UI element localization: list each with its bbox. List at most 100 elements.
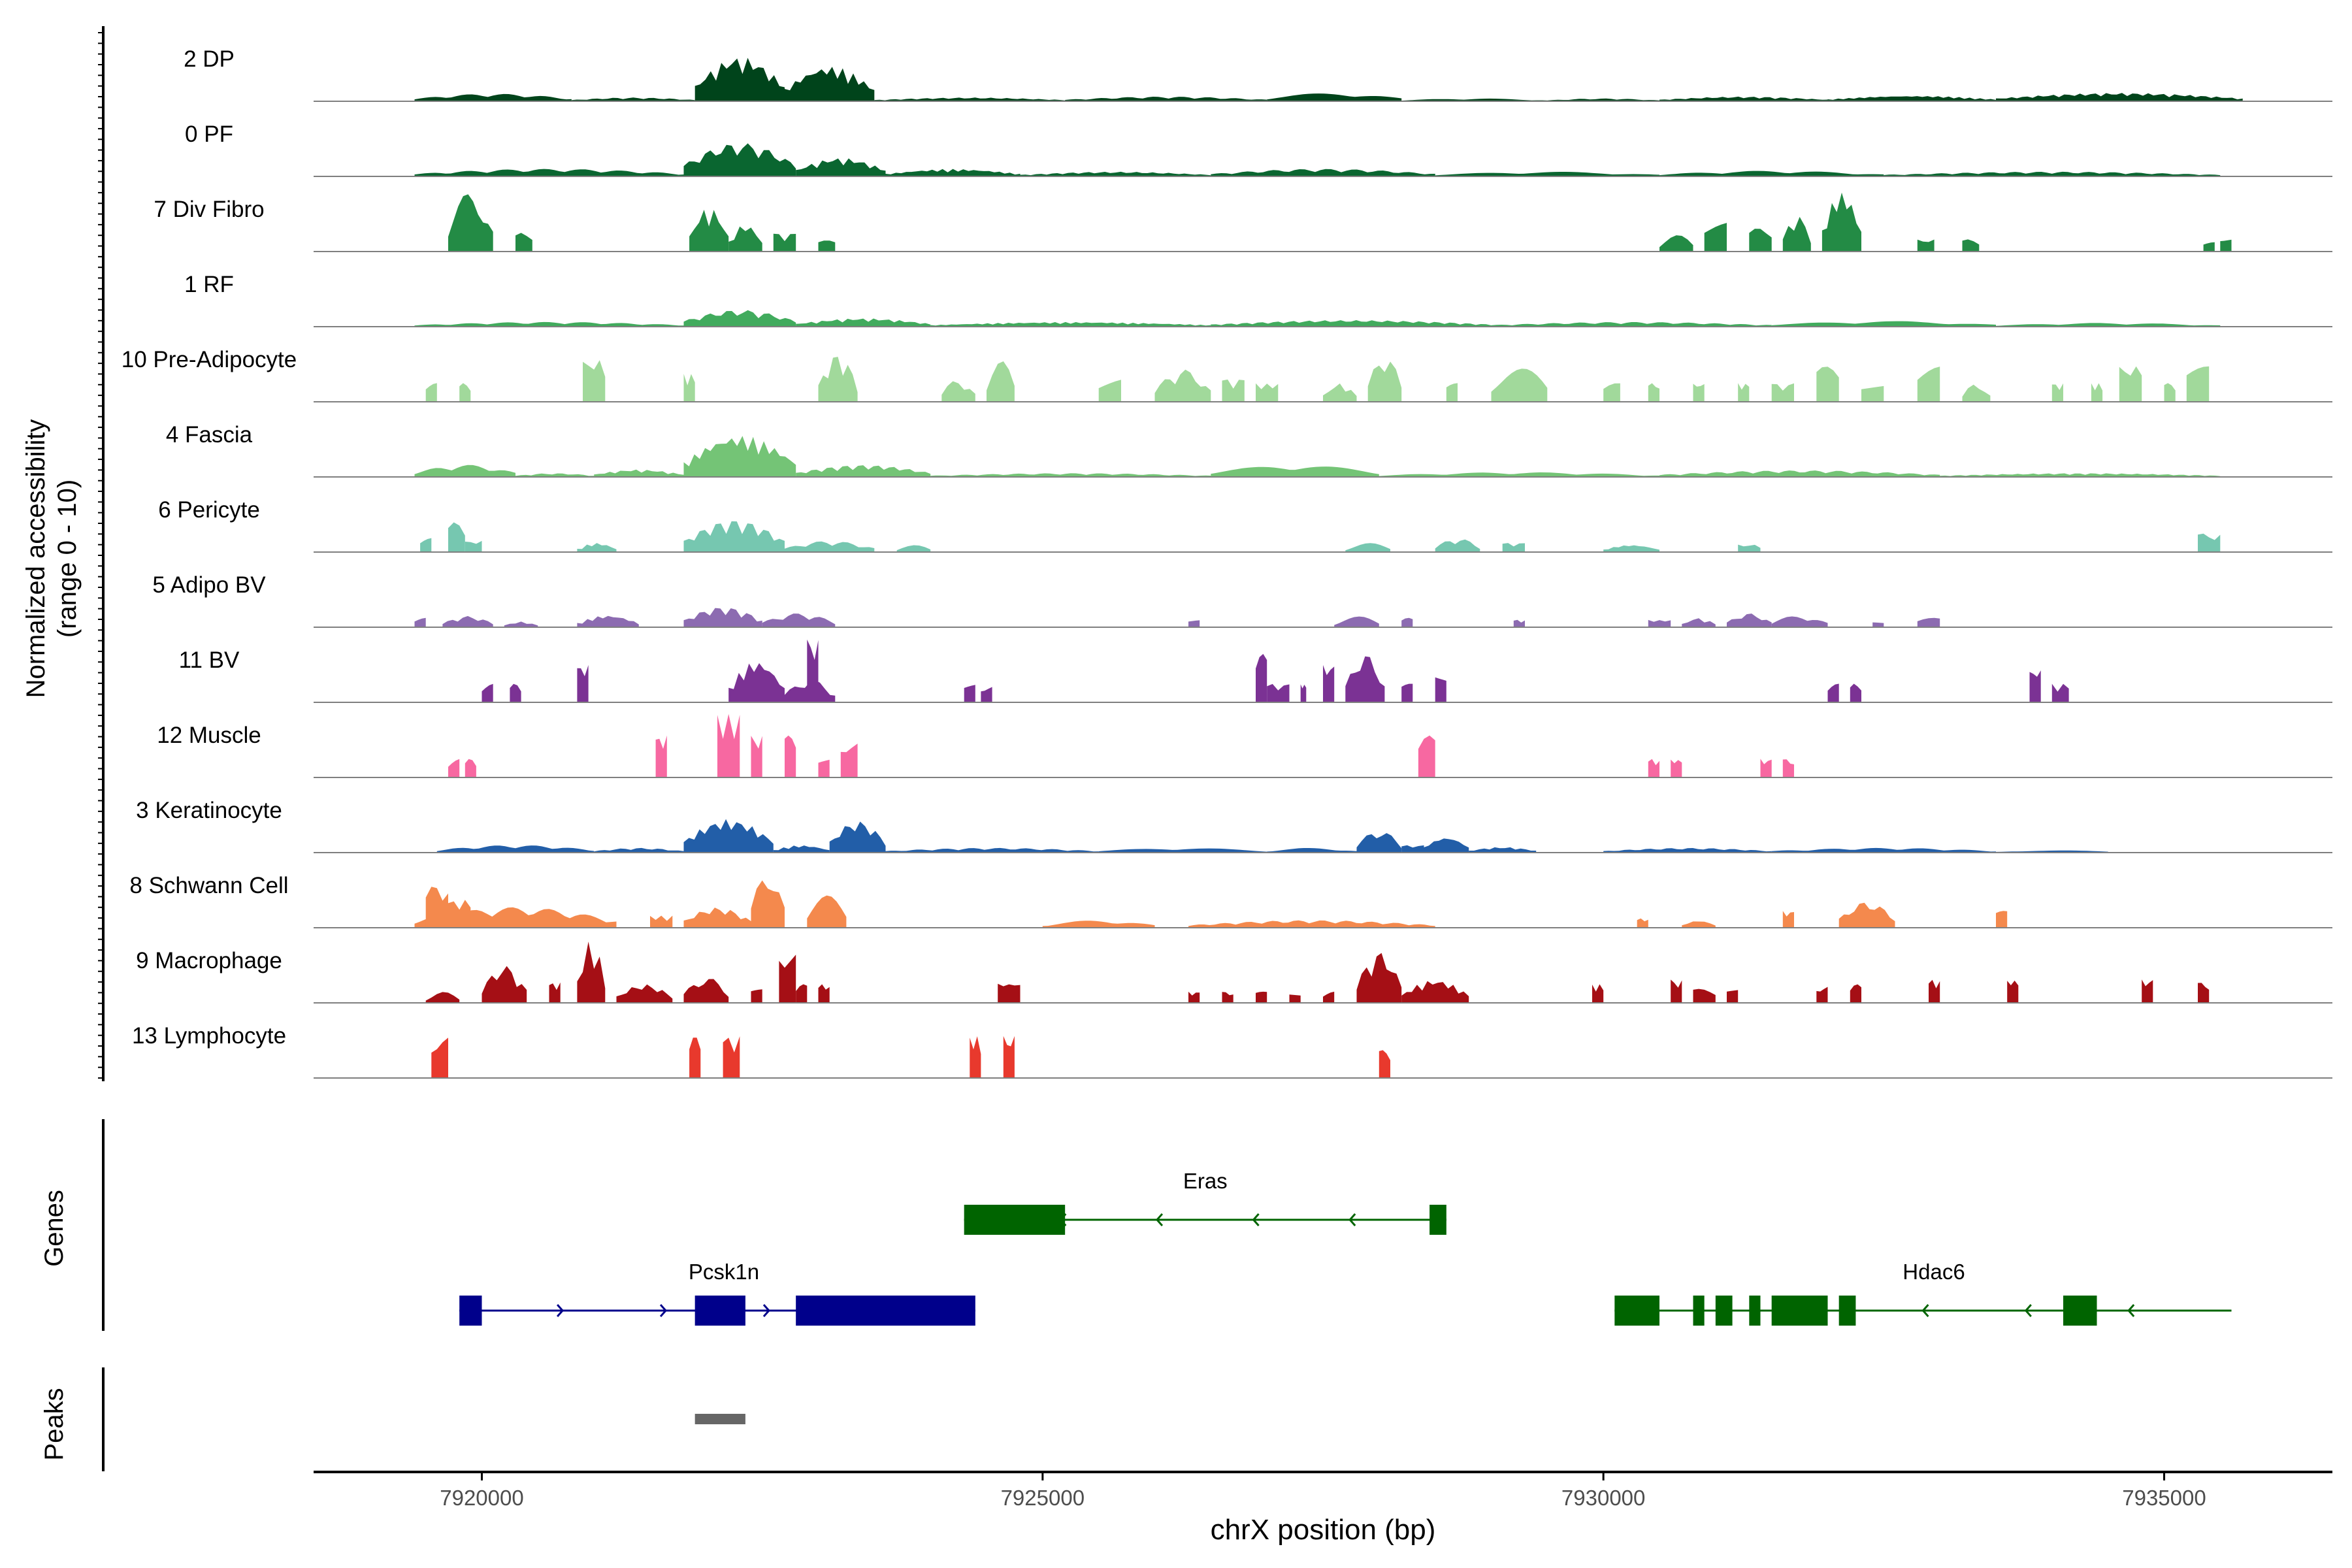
coverage-peak: [1648, 383, 1659, 402]
coverage-peak: [981, 687, 992, 702]
coverage-peak: [448, 900, 471, 928]
coverage-peak: [683, 310, 796, 327]
coverage-peak: [796, 465, 931, 477]
coverage-peak: [1659, 171, 1884, 176]
coverage-peak: [818, 240, 836, 252]
coverage-peak: [425, 992, 460, 1003]
coverage-peak: [1861, 385, 1884, 402]
coverage-peak: [683, 436, 796, 477]
coverage-peak: [1356, 953, 1402, 1003]
coverage-peak: [655, 735, 667, 777]
coverage-peak: [1827, 683, 1839, 702]
coverage-peak: [818, 759, 830, 777]
coverage-peak: [1682, 618, 1716, 627]
coverage-peak: [577, 664, 589, 702]
strand-arrow-icon: [556, 1304, 564, 1317]
coverage-peak: [2203, 242, 2215, 252]
coverage-peak: [1816, 987, 1828, 1003]
coverage-peak: [1872, 622, 1884, 627]
coverage-peak: [577, 615, 639, 627]
coverage-peak: [577, 543, 617, 552]
gene-name-label: Hdac6: [1903, 1260, 1965, 1284]
coverage-peak: [689, 1037, 701, 1078]
coverage-peak: [773, 845, 830, 853]
coverage-peak: [964, 685, 975, 702]
coverage-peak: [751, 989, 762, 1003]
coverage-peak: [1603, 545, 1659, 552]
coverage-peak: [1446, 383, 1458, 402]
coverage-peak: [818, 357, 858, 402]
gene-eras: Eras: [964, 1169, 1446, 1235]
coverage-peak: [1592, 984, 1604, 1003]
coverage-peak: [1334, 616, 1379, 627]
coverage-peak: [1211, 320, 1492, 327]
coverage-peak: [414, 465, 515, 477]
coverage-peak: [1379, 472, 1659, 477]
coverage-peak: [420, 538, 432, 552]
track-3-keratinocyte: 3 Keratinocyte: [136, 798, 2332, 853]
coverage-peak: [2220, 239, 2232, 252]
track-11-bv: 11 BV: [179, 639, 2332, 703]
gene-exon: [1614, 1296, 1659, 1326]
y-axis-label: Normalized accessibility: [22, 419, 50, 698]
coverage-peak: [818, 984, 830, 1003]
coverage-peak: [515, 473, 595, 477]
coverage-peak: [1771, 321, 1996, 327]
coverage-peak: [1401, 98, 1548, 101]
coverage-peak: [425, 887, 448, 928]
coverage-peak: [1435, 172, 1659, 176]
coverage-peak: [414, 321, 684, 327]
coverage-peak: [1435, 677, 1446, 702]
genes-panel: Genes Eras Pcsk1n Hdac6: [40, 1119, 2232, 1331]
gene-exon: [2063, 1296, 2097, 1326]
track-label: 13 Lymphocyte: [132, 1023, 286, 1049]
track-8-schwann-cell: 8 Schwann Cell: [129, 873, 2332, 928]
coverage-peak: [549, 982, 561, 1003]
strand-arrow-icon: [1155, 1213, 1164, 1226]
coverage-peak: [1211, 466, 1379, 477]
coverage-peak: [1401, 683, 1413, 702]
track-6-pericyte: 6 Pericyte: [158, 497, 2332, 553]
coverage-peak: [1727, 990, 1739, 1003]
coverage-peak: [1760, 759, 1772, 777]
track-13-lymphocyte: 13 Lymphocyte: [132, 1023, 2332, 1079]
coverage-peak: [1300, 684, 1307, 702]
coverage-peak: [796, 318, 931, 327]
coverage-peak: [1917, 367, 1940, 402]
peak-region: [694, 1414, 745, 1424]
coverage-peak: [2164, 383, 2176, 402]
coverage-peak: [414, 93, 572, 101]
gene-name-label: Pcsk1n: [689, 1260, 759, 1284]
coverage-peak: [885, 169, 1021, 176]
track-2-dp: 2 DP: [184, 46, 2332, 102]
coverage-peak: [1267, 848, 1357, 853]
coverage-peak: [1659, 470, 1940, 477]
track-label: 0 PF: [185, 122, 233, 147]
coverage-peak: [1782, 759, 1794, 777]
coverage-peak: [2142, 979, 2153, 1003]
coverage-peak: [510, 683, 521, 702]
coverage-peak: [1267, 683, 1290, 702]
track-9-macrophage: 9 Macrophage: [136, 941, 2332, 1004]
coverage-peak: [2186, 366, 2210, 402]
coverage-peak: [448, 194, 493, 252]
peaks-axis-label: Peaks: [40, 1388, 69, 1460]
coverage-peak: [683, 608, 762, 627]
track-label: 8 Schwann Cell: [129, 873, 288, 898]
coverage-peak: [1211, 169, 1435, 176]
track-label: 4 Fascia: [166, 422, 253, 448]
coverage-peak: [1771, 616, 1828, 627]
coverage-peak: [1782, 911, 1794, 928]
track-5-adipo-bv: 5 Adipo BV: [152, 572, 2332, 628]
gene-exon: [1771, 1296, 1828, 1326]
coverage-peak: [683, 374, 695, 402]
coverage-peak: [1940, 473, 2221, 477]
track-label: 3 Keratinocyte: [136, 798, 282, 823]
coverage-peak: [1401, 617, 1413, 627]
coverage-peak: [785, 67, 875, 101]
coverage-peak: [1771, 383, 1794, 402]
coverage-peak: [1323, 383, 1357, 402]
coverage-peak: [1345, 656, 1385, 702]
coverage-peak: [2051, 383, 2063, 402]
